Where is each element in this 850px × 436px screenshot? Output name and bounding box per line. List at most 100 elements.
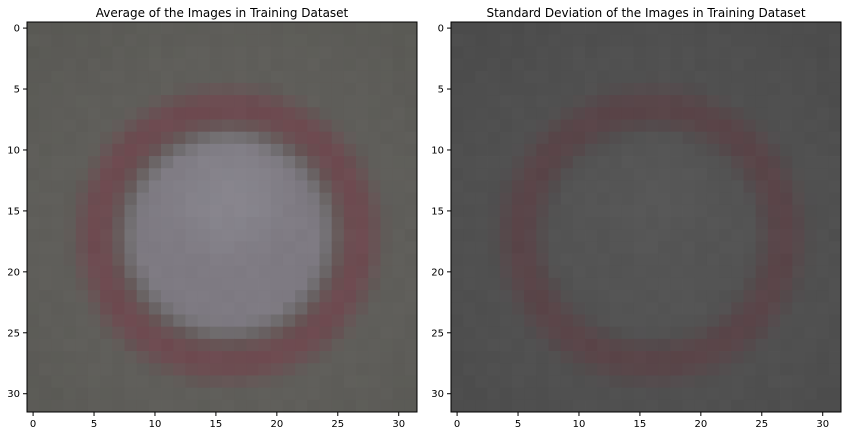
image-pixel: [270, 351, 284, 364]
image-pixel: [331, 375, 345, 389]
image-pixel: [621, 241, 635, 254]
image-pixel: [87, 326, 101, 340]
image-pixel: [234, 58, 247, 72]
image-pixel: [404, 107, 418, 120]
image-pixel: [475, 22, 488, 35]
image-pixel: [112, 180, 125, 194]
image-pixel: [124, 314, 138, 328]
image-pixel: [246, 326, 259, 340]
image-pixel: [63, 168, 77, 181]
image-pixel: [560, 119, 574, 133]
image-pixel: [173, 22, 186, 35]
image-pixel: [222, 204, 235, 218]
image-pixel: [719, 95, 732, 108]
image-pixel: [343, 241, 357, 254]
image-pixel: [295, 46, 308, 59]
image-pixel: [112, 399, 125, 413]
image-pixel: [682, 95, 696, 108]
image-pixel: [161, 229, 174, 242]
image-pixel: [87, 95, 101, 108]
image-pixel: [124, 229, 138, 242]
image-pixel: [234, 277, 247, 291]
image-pixel: [499, 265, 513, 279]
image-pixel: [804, 314, 818, 328]
image-pixel: [475, 143, 488, 157]
image-pixel: [39, 46, 52, 59]
image-pixel: [682, 229, 696, 242]
image-pixel: [51, 265, 64, 279]
image-pixel: [161, 143, 174, 157]
image-pixel: [585, 58, 598, 72]
image-pixel: [368, 387, 381, 401]
image-pixel: [694, 241, 708, 254]
image-pixel: [307, 95, 320, 108]
image-pixel: [475, 302, 488, 315]
image-pixel: [380, 34, 394, 47]
image-pixel: [621, 34, 635, 47]
image-pixel: [572, 119, 586, 133]
image-pixel: [682, 34, 696, 47]
image-pixel: [343, 351, 357, 364]
image-pixel: [295, 131, 308, 145]
image-pixel: [524, 241, 537, 254]
image-pixel: [112, 156, 125, 169]
image-pixel: [246, 46, 259, 59]
image-pixel: [767, 229, 781, 242]
image-pixel: [499, 302, 513, 315]
image-pixel: [185, 119, 199, 133]
image-pixel: [646, 180, 659, 194]
image-pixel: [222, 217, 235, 230]
image-pixel: [658, 277, 671, 291]
image-pixel: [451, 363, 464, 376]
image-pixel: [463, 131, 476, 145]
image-pixel: [792, 119, 805, 133]
image-pixel: [682, 387, 696, 401]
image-pixel: [536, 58, 549, 72]
image-pixel: [331, 387, 345, 401]
image-pixel: [609, 70, 623, 84]
image-pixel: [87, 277, 101, 291]
image-pixel: [828, 131, 842, 145]
image-pixel: [451, 82, 464, 96]
image-pixel: [246, 399, 259, 413]
image-pixel: [258, 95, 272, 108]
image-pixel: [173, 241, 186, 254]
image-pixel: [572, 204, 586, 218]
image-pixel: [682, 22, 696, 35]
image-pixel: [124, 277, 138, 291]
image-pixel: [112, 58, 125, 72]
image-pixel: [380, 253, 394, 267]
y-tick-label: 15: [431, 206, 444, 217]
image-pixel: [597, 180, 610, 194]
image-pixel: [585, 70, 598, 84]
image-pixel: [548, 119, 562, 133]
image-pixel: [124, 375, 138, 389]
image-pixel: [148, 82, 162, 96]
image-pixel: [222, 387, 235, 401]
image-pixel: [731, 253, 744, 267]
average-image-x-axis: 0 5 10 15 20 25 30: [30, 412, 405, 430]
image-pixel: [197, 277, 211, 291]
image-pixel: [475, 253, 488, 267]
image-pixel: [331, 119, 345, 133]
image-pixel: [475, 265, 488, 279]
image-pixel: [234, 107, 247, 120]
image-pixel: [39, 241, 52, 254]
image-pixel: [270, 82, 284, 96]
image-pixel: [209, 229, 223, 242]
image-pixel: [136, 204, 150, 218]
image-pixel: [51, 241, 64, 254]
image-pixel: [368, 119, 381, 133]
image-pixel: [804, 34, 818, 47]
image-pixel: [658, 375, 671, 389]
image-pixel: [234, 399, 247, 413]
image-pixel: [392, 107, 406, 120]
image-pixel: [767, 107, 781, 120]
image-pixel: [222, 351, 235, 364]
image-pixel: [816, 290, 830, 303]
image-pixel: [100, 241, 113, 254]
image-pixel: [234, 204, 247, 218]
image-pixel: [319, 119, 333, 133]
image-pixel: [475, 217, 488, 230]
image-pixel: [209, 34, 223, 47]
